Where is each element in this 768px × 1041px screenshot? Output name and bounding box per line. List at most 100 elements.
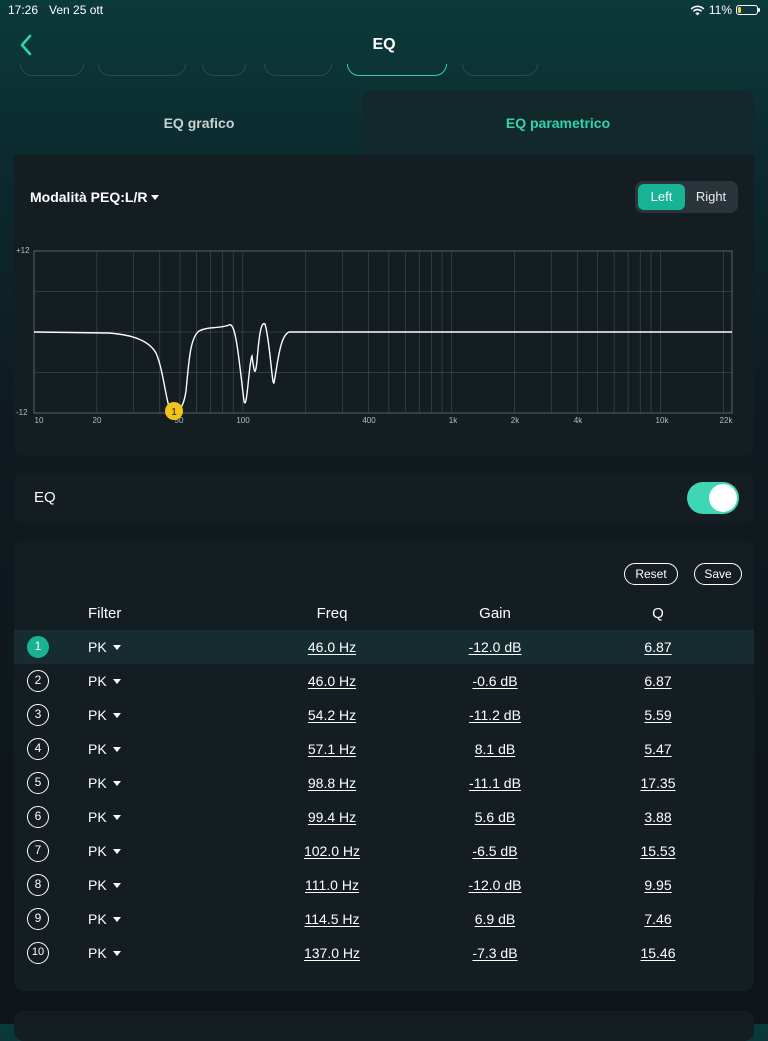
filter-type-dropdown[interactable]: PK: [88, 843, 121, 859]
x-label: 20: [93, 416, 102, 425]
filter-gain[interactable]: -7.3 dB: [472, 945, 518, 961]
y-label-bottom: -12: [16, 408, 28, 417]
x-label: 50: [175, 416, 184, 425]
next-panel: [14, 1011, 754, 1041]
filter-gain[interactable]: 8.1 dB: [474, 741, 516, 757]
filter-number[interactable]: 1: [27, 636, 49, 658]
filter-q[interactable]: 6.87: [644, 639, 672, 655]
filter-type-dropdown[interactable]: PK: [88, 775, 121, 791]
filter-marker-label: 1: [171, 407, 177, 418]
filter-row[interactable]: 2 PK 46.0 Hz -0.6 dB 6.87: [14, 664, 754, 698]
filter-q[interactable]: 5.47: [644, 741, 672, 757]
filter-q[interactable]: 9.95: [644, 877, 672, 893]
preset-chips-strip: [0, 64, 768, 76]
filter-gain[interactable]: -11.1 dB: [469, 775, 521, 791]
preset-chip[interactable]: [20, 64, 84, 76]
peq-mode-dropdown[interactable]: Modalità PEQ:L/R: [30, 189, 160, 205]
filter-row[interactable]: 7 PK 102.0 Hz -6.5 dB 15.53: [14, 834, 754, 868]
eq-toggle[interactable]: [687, 482, 739, 514]
filter-q[interactable]: 5.59: [644, 707, 672, 723]
filter-gain[interactable]: -11.2 dB: [469, 707, 521, 723]
filter-type-dropdown[interactable]: PK: [88, 911, 121, 927]
x-axis-labels: 10 20 50 100 400 1k 2k 4k 10k 22k: [35, 416, 734, 425]
filter-type: PK: [88, 639, 107, 655]
filter-q[interactable]: 15.46: [640, 945, 676, 961]
filter-number[interactable]: 4: [27, 738, 49, 760]
filter-number[interactable]: 10: [27, 942, 49, 964]
filter-freq[interactable]: 99.4 Hz: [307, 809, 357, 825]
filter-number[interactable]: 9: [27, 908, 49, 930]
preset-chip[interactable]: [264, 64, 332, 76]
filter-row[interactable]: 6 PK 99.4 Hz 5.6 dB 3.88: [14, 800, 754, 834]
filter-freq[interactable]: 111.0 Hz: [305, 877, 359, 893]
preset-chip[interactable]: [98, 64, 186, 76]
filter-number[interactable]: 5: [27, 772, 49, 794]
caret-down-icon: [112, 644, 121, 650]
filter-number[interactable]: 2: [27, 670, 49, 692]
filter-gain[interactable]: -6.5 dB: [472, 843, 518, 859]
filter-freq[interactable]: 46.0 Hz: [307, 639, 357, 655]
filter-freq[interactable]: 102.0 Hz: [303, 843, 361, 859]
filter-number[interactable]: 3: [27, 704, 49, 726]
filter-type: PK: [88, 843, 107, 859]
filter-gain[interactable]: -12.0 dB: [468, 877, 522, 893]
tab-eq-parametrico[interactable]: EQ parametrico: [362, 90, 754, 156]
caret-down-icon: [112, 746, 121, 752]
x-label: 22k: [720, 416, 734, 425]
filter-row[interactable]: 5 PK 98.8 Hz -11.1 dB 17.35: [14, 766, 754, 800]
filter-row[interactable]: 3 PK 54.2 Hz -11.2 dB 5.59: [14, 698, 754, 732]
filter-q[interactable]: 17.35: [640, 775, 676, 791]
preset-chip[interactable]: [462, 64, 538, 76]
filter-type-dropdown[interactable]: PK: [88, 877, 121, 893]
caret-down-icon: [112, 916, 121, 922]
preset-chip-active[interactable]: [347, 64, 447, 76]
filter-freq[interactable]: 137.0 Hz: [303, 945, 361, 961]
filter-q[interactable]: 3.88: [644, 809, 672, 825]
back-chevron-icon[interactable]: [14, 32, 40, 58]
filter-row[interactable]: 10 PK 137.0 Hz -7.3 dB 15.46: [14, 936, 754, 970]
filter-freq[interactable]: 57.1 Hz: [307, 741, 357, 757]
eq-label: EQ: [34, 489, 56, 506]
filter-freq[interactable]: 98.8 Hz: [307, 775, 357, 791]
filter-row[interactable]: 4 PK 57.1 Hz 8.1 dB 5.47: [14, 732, 754, 766]
filter-type-dropdown[interactable]: PK: [88, 707, 121, 723]
filter-gain[interactable]: -12.0 dB: [468, 639, 522, 655]
battery-icon: [736, 5, 760, 15]
save-button[interactable]: Save: [694, 563, 742, 585]
x-label: 10k: [656, 416, 670, 425]
filter-freq[interactable]: 54.2 Hz: [307, 707, 357, 723]
channel-right-button[interactable]: Right: [695, 189, 727, 204]
battery-percent: 11%: [708, 3, 732, 17]
filter-freq[interactable]: 46.0 Hz: [307, 673, 357, 689]
x-label: 2k: [511, 416, 520, 425]
channel-left-button[interactable]: Left: [638, 184, 685, 210]
filter-marker-1[interactable]: [165, 402, 183, 420]
filter-type-dropdown[interactable]: PK: [88, 673, 121, 689]
filter-type-dropdown[interactable]: PK: [88, 809, 121, 825]
nav-bar: EQ: [0, 20, 768, 70]
filter-number[interactable]: 6: [27, 806, 49, 828]
filter-row[interactable]: 1 PK 46.0 Hz -12.0 dB 6.87: [14, 630, 754, 664]
header-freq: Freq: [316, 605, 348, 622]
filter-row[interactable]: 8 PK 111.0 Hz -12.0 dB 9.95: [14, 868, 754, 902]
filter-type: PK: [88, 775, 107, 791]
filter-q[interactable]: 15.53: [640, 843, 676, 859]
filter-type: PK: [88, 809, 107, 825]
eq-enable-row: EQ: [14, 473, 754, 523]
filter-gain[interactable]: 6.9 dB: [474, 911, 516, 927]
reset-button[interactable]: Reset: [624, 563, 678, 585]
filter-type-dropdown[interactable]: PK: [88, 945, 121, 961]
filter-freq[interactable]: 114.5 Hz: [304, 911, 360, 927]
filter-q[interactable]: 6.87: [644, 673, 672, 689]
filter-type-dropdown[interactable]: PK: [88, 639, 121, 655]
frequency-response-graph[interactable]: +12 -12 10 20 50 100 400 1k 2k 4k 10k 22…: [14, 241, 754, 431]
filter-number[interactable]: 8: [27, 874, 49, 896]
tab-eq-grafico[interactable]: EQ grafico: [163, 115, 235, 131]
filter-row[interactable]: 9 PK 114.5 Hz 6.9 dB 7.46: [14, 902, 754, 936]
filter-type-dropdown[interactable]: PK: [88, 741, 121, 757]
filter-number[interactable]: 7: [27, 840, 49, 862]
filter-gain[interactable]: -0.6 dB: [472, 673, 518, 689]
preset-chip[interactable]: [202, 64, 246, 76]
filter-gain[interactable]: 5.6 dB: [474, 809, 516, 825]
filter-q[interactable]: 7.46: [644, 911, 672, 927]
